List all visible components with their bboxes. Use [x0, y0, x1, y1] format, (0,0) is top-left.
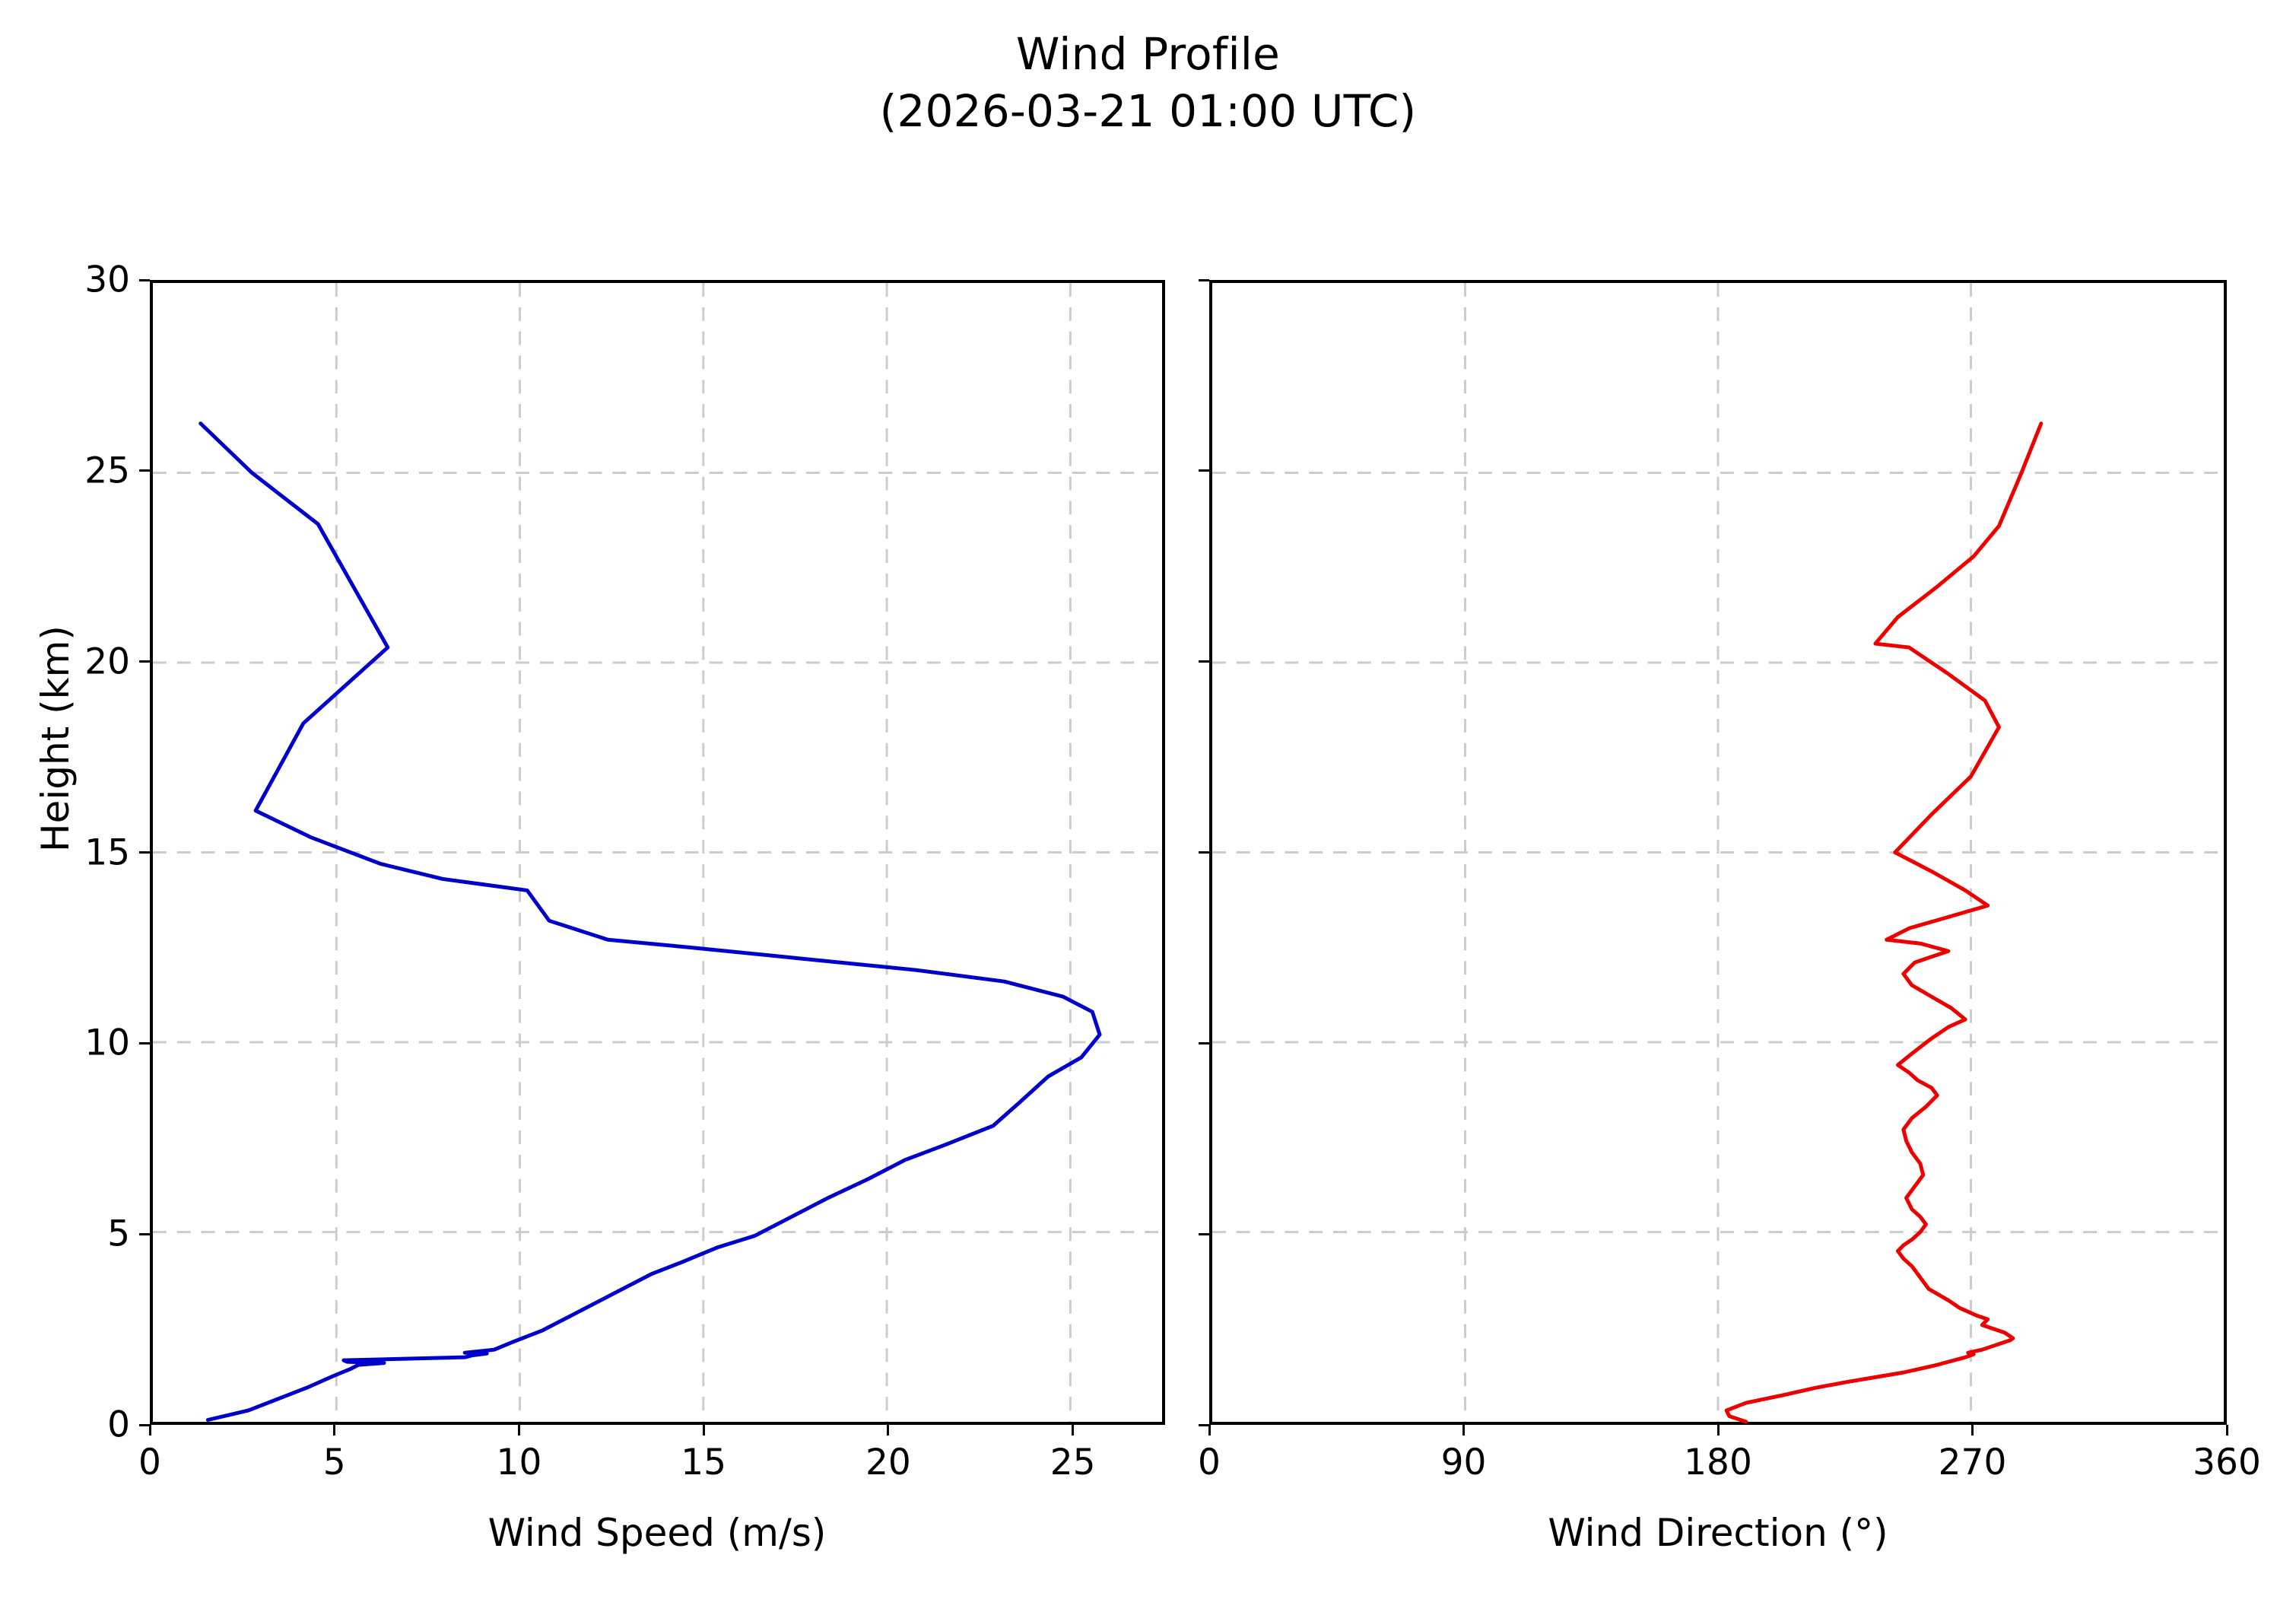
- x-tick-mark: [1208, 1425, 1211, 1436]
- y-tick-mark: [139, 278, 150, 281]
- y-axis-title: Height (km): [33, 625, 78, 852]
- y-tick-label: 10: [84, 1022, 130, 1064]
- x-tick-mark: [1971, 1425, 1974, 1436]
- x-tick-label: 0: [138, 1442, 161, 1483]
- y-tick-label: 25: [84, 450, 130, 492]
- x-tick-mark: [2225, 1425, 2228, 1436]
- y-tick-label: 5: [107, 1213, 130, 1255]
- y-tick-mark: [1199, 1423, 1209, 1426]
- x-tick-label: 20: [865, 1442, 911, 1483]
- y-tick-label: 20: [84, 641, 130, 683]
- x-tick-label: 180: [1684, 1442, 1752, 1483]
- y-tick-label: 30: [84, 259, 130, 301]
- y-tick-mark: [139, 851, 150, 854]
- x-axis-title-speed: Wind Speed (m/s): [487, 1511, 827, 1555]
- x-tick-mark: [333, 1425, 336, 1436]
- y-tick-mark: [1199, 1041, 1209, 1044]
- x-tick-mark: [517, 1425, 520, 1436]
- y-tick-mark: [139, 1232, 150, 1235]
- title-line-main: Wind Profile: [1016, 28, 1280, 80]
- x-tick-label: 270: [1938, 1442, 2007, 1483]
- x-tick-label: 90: [1440, 1442, 1487, 1483]
- wind-direction-canvas: [1212, 283, 2224, 1424]
- wind-speed-line: [198, 421, 1102, 1422]
- wind-speed-plot-area: [150, 280, 1165, 1425]
- x-tick-label: 10: [496, 1442, 542, 1483]
- x-tick-label: 5: [322, 1442, 346, 1483]
- wind-speed-canvas: [153, 283, 1162, 1422]
- y-tick-mark: [1199, 660, 1209, 663]
- x-tick-mark: [1072, 1425, 1075, 1436]
- y-tick-mark: [1199, 851, 1209, 854]
- x-tick-label: 0: [1198, 1442, 1221, 1483]
- y-tick-label: 15: [84, 831, 130, 873]
- y-tick-mark: [139, 469, 150, 472]
- x-tick-label: 15: [681, 1442, 727, 1483]
- x-tick-label: 25: [1050, 1442, 1096, 1483]
- y-tick-label: 0: [107, 1404, 130, 1446]
- y-tick-mark: [1199, 278, 1209, 281]
- x-axis-title-direction: Wind Direction (°): [1548, 1511, 1888, 1555]
- y-tick-mark: [139, 1041, 150, 1044]
- x-tick-mark: [1462, 1425, 1465, 1436]
- title-line-timestamp: (2026-03-21 01:00 UTC): [879, 85, 1417, 138]
- x-tick-label: 360: [2193, 1442, 2261, 1483]
- x-tick-mark: [702, 1425, 705, 1436]
- y-tick-mark: [139, 660, 150, 663]
- y-tick-mark: [139, 1423, 150, 1426]
- y-tick-mark: [1199, 469, 1209, 472]
- y-tick-mark: [1199, 1232, 1209, 1235]
- x-tick-mark: [1716, 1425, 1720, 1436]
- figure-title: Wind Profile (2026-03-21 01:00 UTC): [0, 26, 2296, 141]
- wind-direction-line: [1724, 421, 2044, 1424]
- x-tick-mark: [148, 1425, 151, 1436]
- x-tick-mark: [887, 1425, 890, 1436]
- wind-direction-plot-area: [1209, 280, 2227, 1425]
